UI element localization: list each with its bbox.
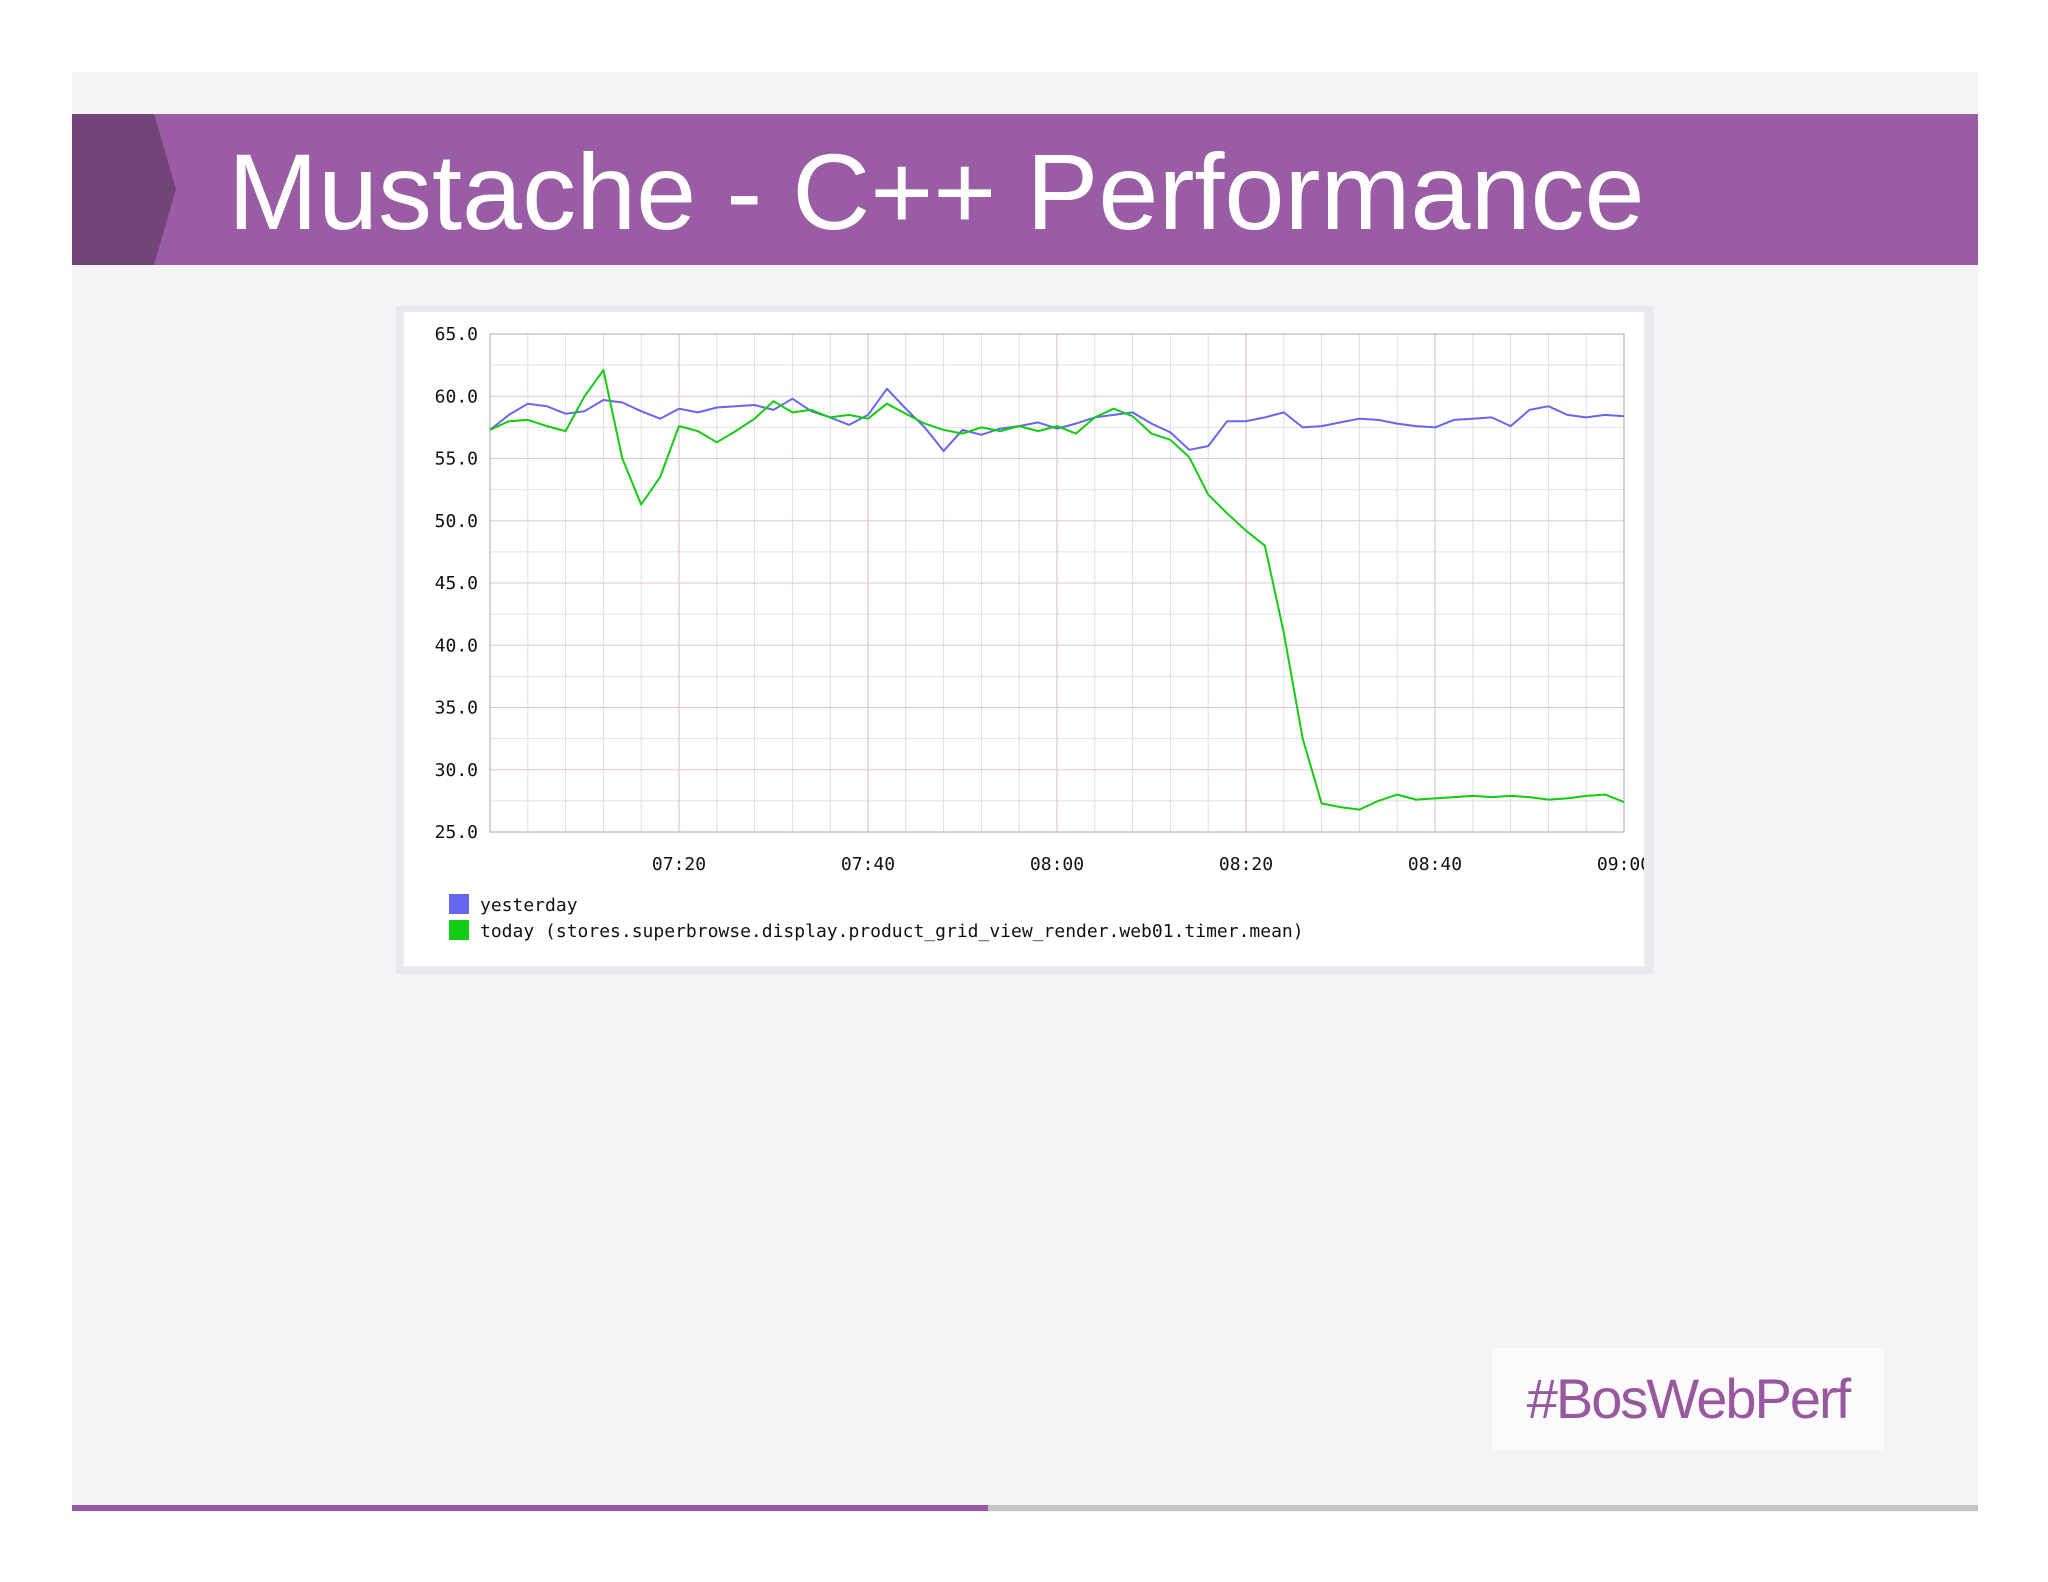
y-tick-label: 35.0 [435, 698, 478, 719]
x-tick-label: 09:00 [1597, 854, 1644, 875]
y-axis-labels: 25.0 30.0 35.0 40.0 45.0 50.0 55.0 60.0 65.0 [435, 324, 478, 843]
legend-swatch-today [449, 920, 469, 940]
y-tick-label: 45.0 [435, 573, 478, 594]
x-tick-label: 07:40 [841, 854, 895, 875]
major-grid [490, 333, 1625, 833]
x-tick-label: 08:00 [1030, 854, 1084, 875]
y-tick-label: 65.0 [435, 324, 478, 345]
x-tick-label: 07:20 [652, 854, 706, 875]
hashtag-label: #BosWebPerf [1526, 1367, 1851, 1430]
legend-label-today: today (stores.superbrowse.display.produc… [480, 921, 1304, 942]
y-tick-label: 40.0 [435, 635, 478, 656]
slide-title: Mustache - C++ Performance [228, 131, 1645, 252]
y-tick-label: 60.0 [435, 386, 478, 407]
x-tick-label: 08:20 [1219, 854, 1273, 875]
legend-label-yesterday: yesterday [480, 895, 578, 916]
y-tick-label: 25.0 [435, 822, 478, 843]
title-bar [72, 114, 1978, 265]
legend-swatch-yesterday [449, 894, 469, 914]
series-line-today [489, 369, 1625, 811]
x-tick-label: 08:40 [1408, 854, 1462, 875]
y-tick-label: 55.0 [435, 449, 478, 470]
chevron-icon [72, 114, 176, 265]
bottom-rule [72, 1505, 1978, 1511]
y-tick-label: 50.0 [435, 511, 478, 532]
series-lines [489, 369, 1625, 811]
legend: yesterday today (stores.superbrowse.disp… [449, 894, 1304, 942]
hashtag-box [1492, 1348, 1884, 1450]
chart-panel [404, 312, 1644, 966]
y-tick-label: 30.0 [435, 760, 478, 781]
line-chart: 25.0 30.0 35.0 40.0 45.0 50.0 55.0 60.0 65.0 07:… [435, 324, 1644, 942]
plot-border [489, 333, 1625, 833]
series-line-yesterday [489, 387, 1625, 452]
bottom-rule-accent [72, 1505, 988, 1511]
x-axis-labels: 07:20 07:40 08:00 08:20 08:40 09:00 [652, 854, 1644, 875]
